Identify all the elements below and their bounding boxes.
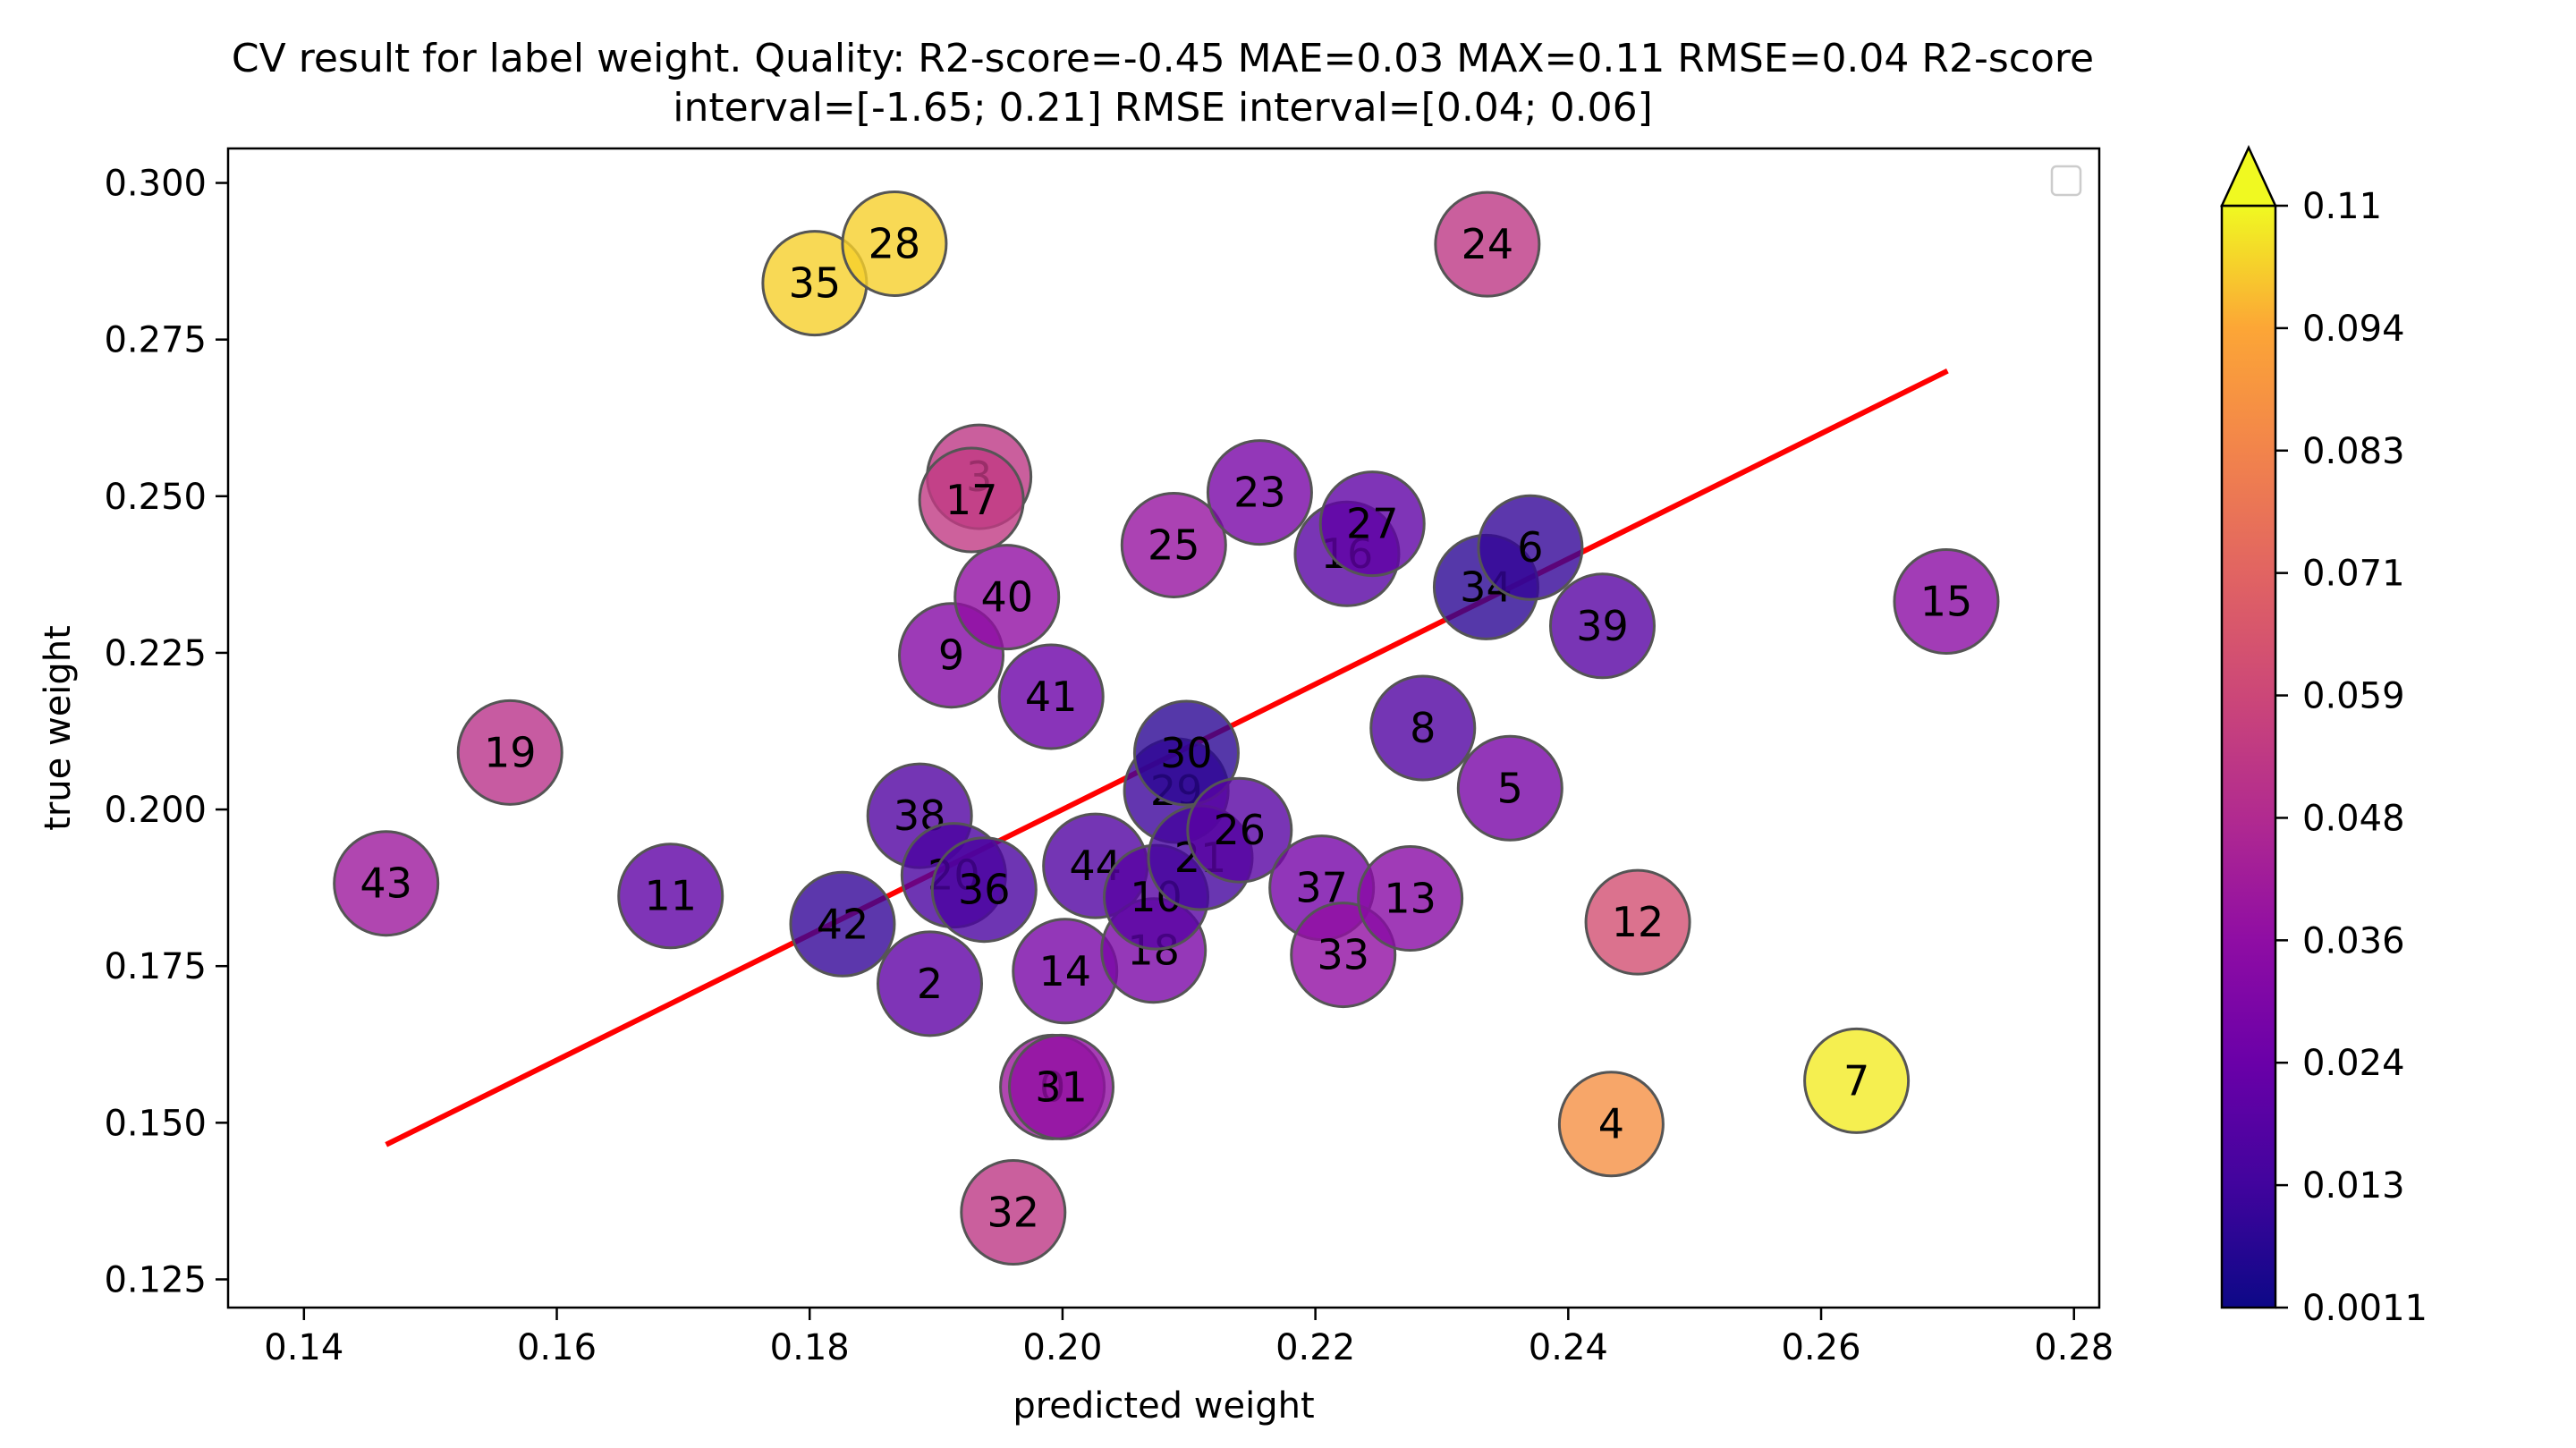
data-point xyxy=(1357,845,1464,953)
colorbar-tick-label: 0.071 xyxy=(2302,554,2405,595)
data-point-label: 8 xyxy=(1410,704,1436,752)
colorbar-tick-label: 0.083 xyxy=(2302,431,2405,472)
chart-title-line-1: CV result for label weight. Quality: R2-… xyxy=(232,36,2094,81)
data-point-label: 7 xyxy=(1843,1056,1869,1105)
data-point-label: 4 xyxy=(1598,1100,1624,1148)
colorbar-gradient xyxy=(2220,204,2277,1309)
y-tick-label: 0.275 xyxy=(104,320,207,361)
data-point-label: 19 xyxy=(484,728,537,776)
colorbar: 0.0011 0.013 0.024 0.036 0.048 0.059 0.071 0.08… xyxy=(2220,145,2428,1329)
data-point xyxy=(930,836,1038,944)
data-point xyxy=(617,843,724,950)
colorbar-tick-label: 0.013 xyxy=(2302,1165,2405,1207)
data-point-label: 43 xyxy=(360,859,412,908)
data-point-label: 15 xyxy=(1920,577,1973,625)
data-point xyxy=(1803,1027,1911,1134)
colorbar-tick-label: 0.094 xyxy=(2302,309,2405,350)
colorbar-extend-arrow xyxy=(2220,145,2277,207)
data-point xyxy=(1369,674,1477,782)
y-tick-label: 0.125 xyxy=(104,1259,207,1300)
data-point-label: 11 xyxy=(644,872,697,920)
data-point-label: 28 xyxy=(869,219,921,267)
y-tick-label: 0.250 xyxy=(104,477,207,518)
x-tick-label: 0.18 xyxy=(770,1327,850,1368)
x-tick-label: 0.14 xyxy=(264,1327,343,1368)
data-point-label: 27 xyxy=(1346,500,1399,548)
data-point-label: 5 xyxy=(1497,764,1523,812)
data-point xyxy=(333,830,440,937)
x-tick-label: 0.28 xyxy=(2034,1327,2114,1368)
legend-box xyxy=(2050,165,2082,197)
data-point-label: 31 xyxy=(1035,1063,1088,1111)
data-point xyxy=(1893,547,2000,655)
data-point xyxy=(1120,491,1227,598)
data-point xyxy=(1557,1071,1665,1178)
colorbar-tick-label: 0.0011 xyxy=(2302,1288,2428,1329)
data-point-label: 23 xyxy=(1233,469,1286,517)
data-point-label: 12 xyxy=(1612,898,1665,946)
data-point xyxy=(960,1159,1067,1266)
data-point-label: 24 xyxy=(1462,220,1514,268)
data-point xyxy=(456,699,564,806)
data-point xyxy=(1477,494,1584,601)
data-point xyxy=(1206,439,1313,546)
data-point-label: 25 xyxy=(1148,521,1200,569)
data-point-label: 36 xyxy=(958,866,1011,914)
data-point xyxy=(1434,191,1541,298)
x-tick-label: 0.22 xyxy=(1275,1327,1355,1368)
data-point-label: 32 xyxy=(987,1189,1040,1237)
data-point-label: 26 xyxy=(1214,806,1267,854)
data-point-label: 42 xyxy=(817,900,869,948)
data-point xyxy=(997,643,1105,750)
chart-title-line-2: interval=[-1.65; 0.21] RMSE interval=[0.… xyxy=(673,85,1653,131)
y-tick-label: 0.150 xyxy=(104,1103,207,1144)
y-tick-label: 0.175 xyxy=(104,946,207,987)
colorbar-tick-label: 0.036 xyxy=(2302,920,2405,961)
data-point xyxy=(953,544,1061,651)
data-point-label: 41 xyxy=(1025,673,1078,721)
colorbar-tick-label: 0.024 xyxy=(2302,1043,2405,1084)
plot-frame xyxy=(226,147,2101,1309)
x-axis-label: predicted weight xyxy=(1013,1385,1314,1427)
data-point-label: 30 xyxy=(1160,729,1213,777)
data-point-label: 13 xyxy=(1384,875,1436,923)
colorbar-tick-label: 0.059 xyxy=(2302,676,2405,717)
x-tick-label: 0.16 xyxy=(517,1327,597,1368)
x-tick-label: 0.20 xyxy=(1022,1327,1102,1368)
data-point-label: 6 xyxy=(1517,523,1543,572)
data-point xyxy=(1456,734,1563,842)
data-point-label: 2 xyxy=(917,960,943,1008)
y-tick-label: 0.200 xyxy=(104,790,207,831)
x-tick-label: 0.24 xyxy=(1529,1327,1608,1368)
data-point-label: 39 xyxy=(1576,602,1629,650)
data-point-label: 35 xyxy=(789,259,842,308)
data-point-label: 33 xyxy=(1317,931,1369,979)
data-point xyxy=(918,446,1025,554)
data-point-label: 14 xyxy=(1038,947,1091,995)
y-tick-label: 0.225 xyxy=(104,633,207,674)
y-axis-label: true weight xyxy=(38,625,79,831)
data-point xyxy=(1008,1033,1115,1140)
x-tick-label: 0.26 xyxy=(1781,1327,1860,1368)
y-tick-label: 0.300 xyxy=(104,164,207,205)
colorbar-tick-label: 0.048 xyxy=(2302,798,2405,839)
data-point xyxy=(1548,572,1656,680)
data-point xyxy=(789,870,896,978)
data-point xyxy=(1186,776,1293,884)
data-point xyxy=(841,190,948,297)
data-point-label: 40 xyxy=(980,573,1033,622)
data-point xyxy=(1132,699,1240,807)
data-point xyxy=(1584,868,1691,976)
data-point-label: 17 xyxy=(945,476,998,524)
colorbar-tick-label: 0.11 xyxy=(2302,186,2382,227)
data-point-label: 9 xyxy=(938,631,964,680)
data-point xyxy=(877,930,983,1037)
data-point xyxy=(1318,470,1426,578)
